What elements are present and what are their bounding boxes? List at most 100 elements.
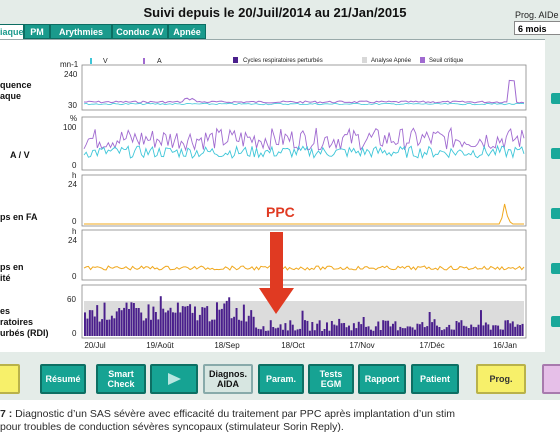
resp-bar xyxy=(511,321,514,336)
resp-bar xyxy=(84,312,86,336)
resp-bar xyxy=(428,312,431,336)
legend-threshold: Seuil critique xyxy=(429,58,464,64)
resp-bar xyxy=(194,306,196,336)
tab-pm[interactable]: PM xyxy=(24,24,50,39)
resp-bar xyxy=(365,326,368,336)
resp-bar xyxy=(399,326,402,336)
resp-bar xyxy=(328,330,331,336)
resp-bar xyxy=(242,304,245,336)
resume-button[interactable]: Résumé xyxy=(40,364,86,394)
diagnos-aida-button[interactable]: Diagnos. AIDA xyxy=(203,364,253,394)
resp-bar xyxy=(411,327,414,336)
x-axis: 20/Jul 19/Août 18/Sep 18/Oct 17/Nov 17/Déc 16/… xyxy=(84,341,517,350)
resp-bar xyxy=(453,329,456,336)
alert-button[interactable] xyxy=(0,364,20,394)
resp-bar xyxy=(145,318,148,336)
row-label-activity: ps en ité xyxy=(0,262,24,283)
resp-bar xyxy=(101,319,104,336)
resp-bar xyxy=(269,320,272,336)
resp-bar xyxy=(238,319,240,336)
resp-bar xyxy=(323,329,326,336)
svg-text:24: 24 xyxy=(68,236,77,245)
resp-bar xyxy=(362,317,365,336)
svg-text:h: h xyxy=(72,171,76,180)
side-expand-button[interactable] xyxy=(551,148,560,159)
resp-bar xyxy=(345,327,348,336)
resp-bar xyxy=(450,329,453,336)
resp-bar xyxy=(370,329,372,336)
resp-bar xyxy=(497,325,500,336)
side-expand-button[interactable] xyxy=(551,208,560,219)
tab-conduc-av[interactable]: Conduc AV xyxy=(112,24,168,39)
resp-bar xyxy=(516,324,519,336)
resp-bar xyxy=(208,321,211,336)
resp-bar xyxy=(247,315,250,336)
x-tick-label: 20/Jul xyxy=(84,341,106,350)
resp-bar xyxy=(506,320,509,336)
side-expand-button[interactable] xyxy=(551,263,560,274)
resp-bar xyxy=(308,330,311,336)
resp-bar xyxy=(340,323,343,336)
param-button[interactable]: Param. xyxy=(258,364,304,394)
resp-bar xyxy=(343,323,346,336)
svg-text:0: 0 xyxy=(72,161,77,170)
resp-bar xyxy=(326,322,328,336)
resp-bar xyxy=(460,320,463,336)
resp-bar xyxy=(213,319,216,336)
prog-duration-select[interactable]: 6 mois xyxy=(514,21,560,35)
side-expand-button[interactable] xyxy=(551,316,560,327)
resp-bar xyxy=(86,318,89,336)
resp-bar xyxy=(220,308,223,336)
legend-analysis: Analyse Apnée xyxy=(371,58,412,64)
resp-bar xyxy=(162,308,165,336)
resp-bar xyxy=(135,308,138,336)
resp-bar xyxy=(132,303,135,336)
x-tick-label: 18/Oct xyxy=(281,341,305,350)
resp-bar xyxy=(172,312,174,336)
svg-text:60: 60 xyxy=(67,295,76,304)
tab-arythmies[interactable]: Arythmies xyxy=(50,24,112,39)
resp-bar xyxy=(372,330,375,336)
ppc-arrow-shaft xyxy=(270,232,283,288)
resp-bar xyxy=(235,308,238,336)
resp-bar xyxy=(330,321,333,336)
resp-bar xyxy=(387,320,390,336)
resp-bar xyxy=(306,320,309,336)
resp-bar xyxy=(348,325,350,336)
resp-bar xyxy=(277,327,280,336)
prog-button[interactable]: Prog. xyxy=(476,364,526,394)
resp-bar xyxy=(118,308,121,336)
side-expand-button[interactable] xyxy=(551,93,560,104)
resp-bar xyxy=(286,330,289,336)
resp-bar xyxy=(467,328,470,336)
tests-egm-button[interactable]: Tests EGM xyxy=(308,364,354,394)
resp-bar xyxy=(494,325,497,336)
resp-bar xyxy=(316,323,319,336)
resp-bar xyxy=(113,318,116,336)
resp-bar xyxy=(216,302,218,336)
exit-button[interactable] xyxy=(542,364,560,394)
resp-bar xyxy=(264,330,267,336)
resp-bar xyxy=(88,310,91,336)
play-button[interactable] xyxy=(150,364,198,394)
x-tick-label: 17/Déc xyxy=(419,341,444,350)
rapport-button[interactable]: Rapport xyxy=(358,364,406,394)
tab-apnee[interactable]: Apnée xyxy=(168,24,206,39)
ppc-label: PPC xyxy=(266,204,295,220)
resp-bar xyxy=(367,326,370,336)
tab-cardiaque[interactable]: rdiaque xyxy=(0,24,24,39)
resp-bar xyxy=(152,306,155,336)
resp-bar xyxy=(198,314,201,336)
svg-text:30: 30 xyxy=(68,101,77,110)
x-tick-label: 16/Jan xyxy=(493,341,517,350)
series-activity xyxy=(83,265,525,271)
resp-bar xyxy=(431,322,434,336)
svg-text:mn-1: mn-1 xyxy=(60,60,79,69)
resp-bar xyxy=(379,330,382,336)
smart-check-button[interactable]: Smart Check xyxy=(96,364,146,394)
patient-button[interactable]: Patient xyxy=(411,364,459,394)
resp-bar xyxy=(321,331,324,336)
resp-bar xyxy=(157,319,160,336)
resp-bar xyxy=(228,297,231,336)
svg-text:0: 0 xyxy=(72,272,77,281)
